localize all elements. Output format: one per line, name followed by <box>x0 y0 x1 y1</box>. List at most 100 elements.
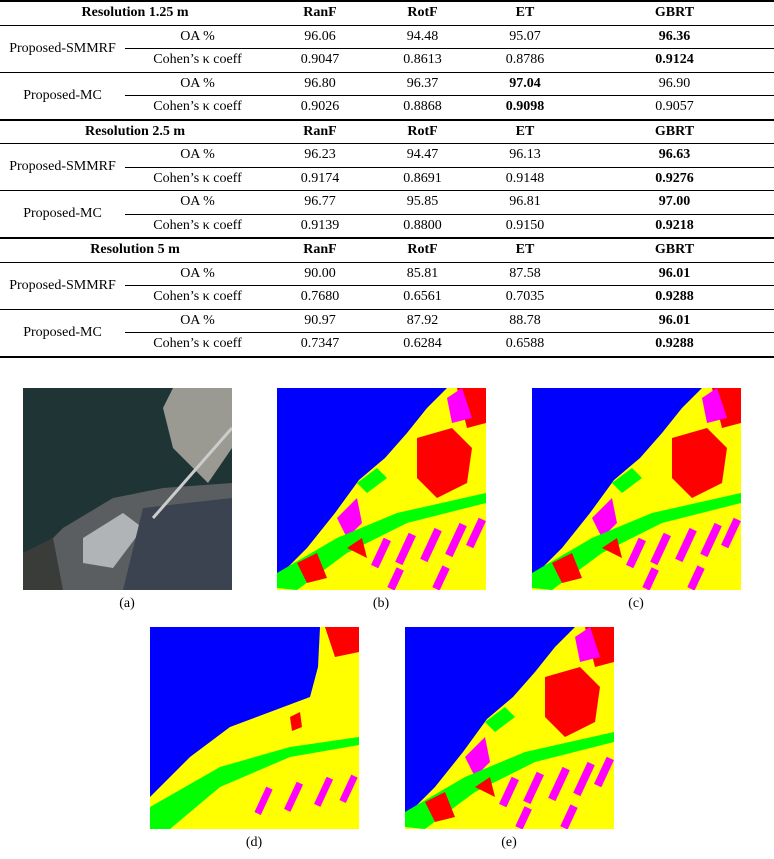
group-name: Proposed-MC <box>0 190 125 238</box>
value-cell: 0.9026 <box>270 95 371 120</box>
table-row: Resolution 5 m RanF RotF ET GBRT <box>0 237 774 263</box>
value-cell: 96.77 <box>270 190 371 214</box>
table-row: Proposed-SMMRF OA % 90.00 85.81 87.58 96.01 <box>0 261 774 309</box>
metric-name: OA % <box>125 71 271 96</box>
value-cell: 87.58 <box>475 261 576 286</box>
value-cell: 90.00 <box>270 261 371 286</box>
section-title: Resolution 1.25 m <box>0 0 271 26</box>
metric-name: Cohen’s κ coeff <box>125 166 271 191</box>
value-cell: 94.48 <box>370 24 476 49</box>
classification-map <box>150 627 359 829</box>
table-row: Cohen’s κ coeff 0.7347 0.6284 0.6588 0.9288 <box>0 332 774 357</box>
metric-name: Cohen’s κ coeff <box>125 285 271 309</box>
column-header: GBRT <box>575 0 774 26</box>
panel-caption: (b) <box>372 596 390 611</box>
column-header: RotF <box>370 118 476 144</box>
value-cell: 96.13 <box>475 143 576 167</box>
value-cell: 0.9288 <box>575 285 774 309</box>
value-cell: 0.9148 <box>475 166 576 191</box>
table-row: Cohen’s κ coeff 0.7680 0.6561 0.7035 0.9288 <box>0 285 774 309</box>
group-name: Proposed-SMMRF <box>0 143 125 191</box>
value-cell: 97.04 <box>475 71 576 96</box>
metric-name: OA % <box>125 261 271 286</box>
table-row: Cohen’s κ coeff 0.9026 0.8868 0.9098 0.9057 <box>0 95 774 120</box>
value-cell: 95.07 <box>475 24 576 49</box>
metric-name: Cohen’s κ coeff <box>125 95 271 120</box>
table-row: Cohen’s κ coeff 0.9174 0.8691 0.9148 0.9276 <box>0 166 774 191</box>
column-header: RotF <box>370 237 476 263</box>
value-cell: 0.7035 <box>475 285 576 309</box>
value-cell: 96.06 <box>270 24 371 49</box>
value-cell: 0.9139 <box>270 213 371 238</box>
panel-image-c <box>532 388 741 590</box>
value-cell: 0.8786 <box>475 48 576 72</box>
table-row: Proposed-MC OA % 90.97 87.92 88.78 96.01 <box>0 308 774 357</box>
classification-map <box>532 388 741 590</box>
table-row: Cohen’s κ coeff 0.9047 0.8613 0.8786 0.9124 <box>0 48 774 72</box>
metric-name: Cohen’s κ coeff <box>125 332 271 357</box>
value-cell: 97.00 <box>575 190 774 214</box>
metric-name: Cohen’s κ coeff <box>125 48 271 72</box>
column-header: RanF <box>270 118 371 144</box>
value-cell: 0.6561 <box>370 285 476 309</box>
group-name: Proposed-SMMRF <box>0 24 125 72</box>
value-cell: 96.23 <box>270 143 371 167</box>
metric-name: Cohen’s κ coeff <box>125 213 271 238</box>
value-cell: 96.01 <box>575 308 774 333</box>
value-cell: 88.78 <box>475 308 576 333</box>
value-cell: 90.97 <box>270 308 371 333</box>
panel-image-e <box>405 627 614 829</box>
panel-image-b <box>277 388 486 590</box>
panel-caption: (d) <box>245 835 263 850</box>
value-cell: 85.81 <box>370 261 476 286</box>
group-name: Proposed-SMMRF <box>0 261 125 309</box>
section-title: Resolution 2.5 m <box>0 118 271 144</box>
metric-name: OA % <box>125 24 271 49</box>
panel-caption: (c) <box>628 596 644 611</box>
value-cell: 0.6284 <box>370 332 476 357</box>
value-cell: 0.8691 <box>370 166 476 191</box>
column-header: GBRT <box>575 118 774 144</box>
value-cell: 0.6588 <box>475 332 576 357</box>
group-name: Proposed-MC <box>0 308 125 357</box>
table-row: Resolution 2.5 m RanF RotF ET GBRT <box>0 118 774 144</box>
column-header: RotF <box>370 0 476 26</box>
metric-name: OA % <box>125 143 271 167</box>
value-cell: 0.8800 <box>370 213 476 238</box>
column-header: ET <box>475 237 576 263</box>
value-cell: 0.9057 <box>575 95 774 120</box>
value-cell: 0.9288 <box>575 332 774 357</box>
value-cell: 94.47 <box>370 143 476 167</box>
value-cell: 0.9098 <box>475 95 576 120</box>
value-cell: 96.81 <box>475 190 576 214</box>
panel-image-d <box>150 627 359 829</box>
value-cell: 0.9276 <box>575 166 774 191</box>
table-row: Proposed-MC OA % 96.80 96.37 97.04 96.90 <box>0 71 774 120</box>
column-header: GBRT <box>575 237 774 263</box>
group-name: Proposed-MC <box>0 71 125 120</box>
table-row: Proposed-SMMRF OA % 96.06 94.48 95.07 96.36 <box>0 24 774 72</box>
value-cell: 0.8613 <box>370 48 476 72</box>
value-cell: 0.9124 <box>575 48 774 72</box>
panel-image-a <box>23 388 232 590</box>
table-row: Resolution 1.25 m RanF RotF ET GBRT <box>0 0 774 26</box>
value-cell: 0.8868 <box>370 95 476 120</box>
metric-name: OA % <box>125 190 271 214</box>
value-cell: 87.92 <box>370 308 476 333</box>
metric-name: OA % <box>125 308 271 333</box>
value-cell: 0.9174 <box>270 166 371 191</box>
table-row: Proposed-MC OA % 96.77 95.85 96.81 97.00 <box>0 190 774 238</box>
value-cell: 0.7347 <box>270 332 371 357</box>
value-cell: 0.9150 <box>475 213 576 238</box>
value-cell: 96.90 <box>575 71 774 96</box>
value-cell: 96.37 <box>370 71 476 96</box>
value-cell: 96.80 <box>270 71 371 96</box>
panel-caption: (e) <box>501 835 517 850</box>
value-cell: 95.85 <box>370 190 476 214</box>
value-cell: 96.63 <box>575 143 774 167</box>
table-row: Cohen’s κ coeff 0.9139 0.8800 0.9150 0.9218 <box>0 213 774 238</box>
column-header: RanF <box>270 237 371 263</box>
table-row: Proposed-SMMRF OA % 96.23 94.47 96.13 96.63 <box>0 143 774 191</box>
panel-caption: (a) <box>119 596 135 611</box>
